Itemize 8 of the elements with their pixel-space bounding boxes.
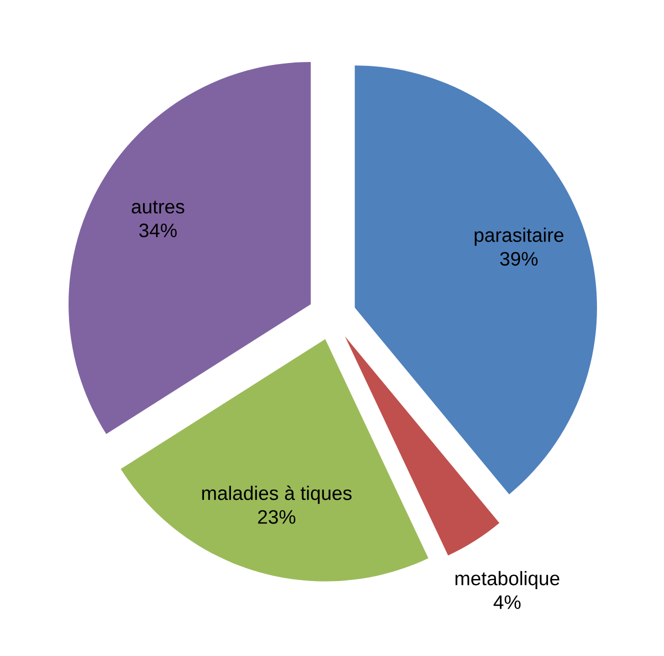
slice-label: autres xyxy=(132,200,184,214)
slice-label: metabolique xyxy=(456,571,560,590)
data-label: 34% xyxy=(139,224,177,238)
data-label: 4% xyxy=(494,595,521,609)
slice-label: parasitaire xyxy=(474,228,564,246)
data-label: 39% xyxy=(500,252,538,266)
data-label: 23% xyxy=(258,510,296,524)
slice-label: maladies à tiques xyxy=(202,486,352,504)
